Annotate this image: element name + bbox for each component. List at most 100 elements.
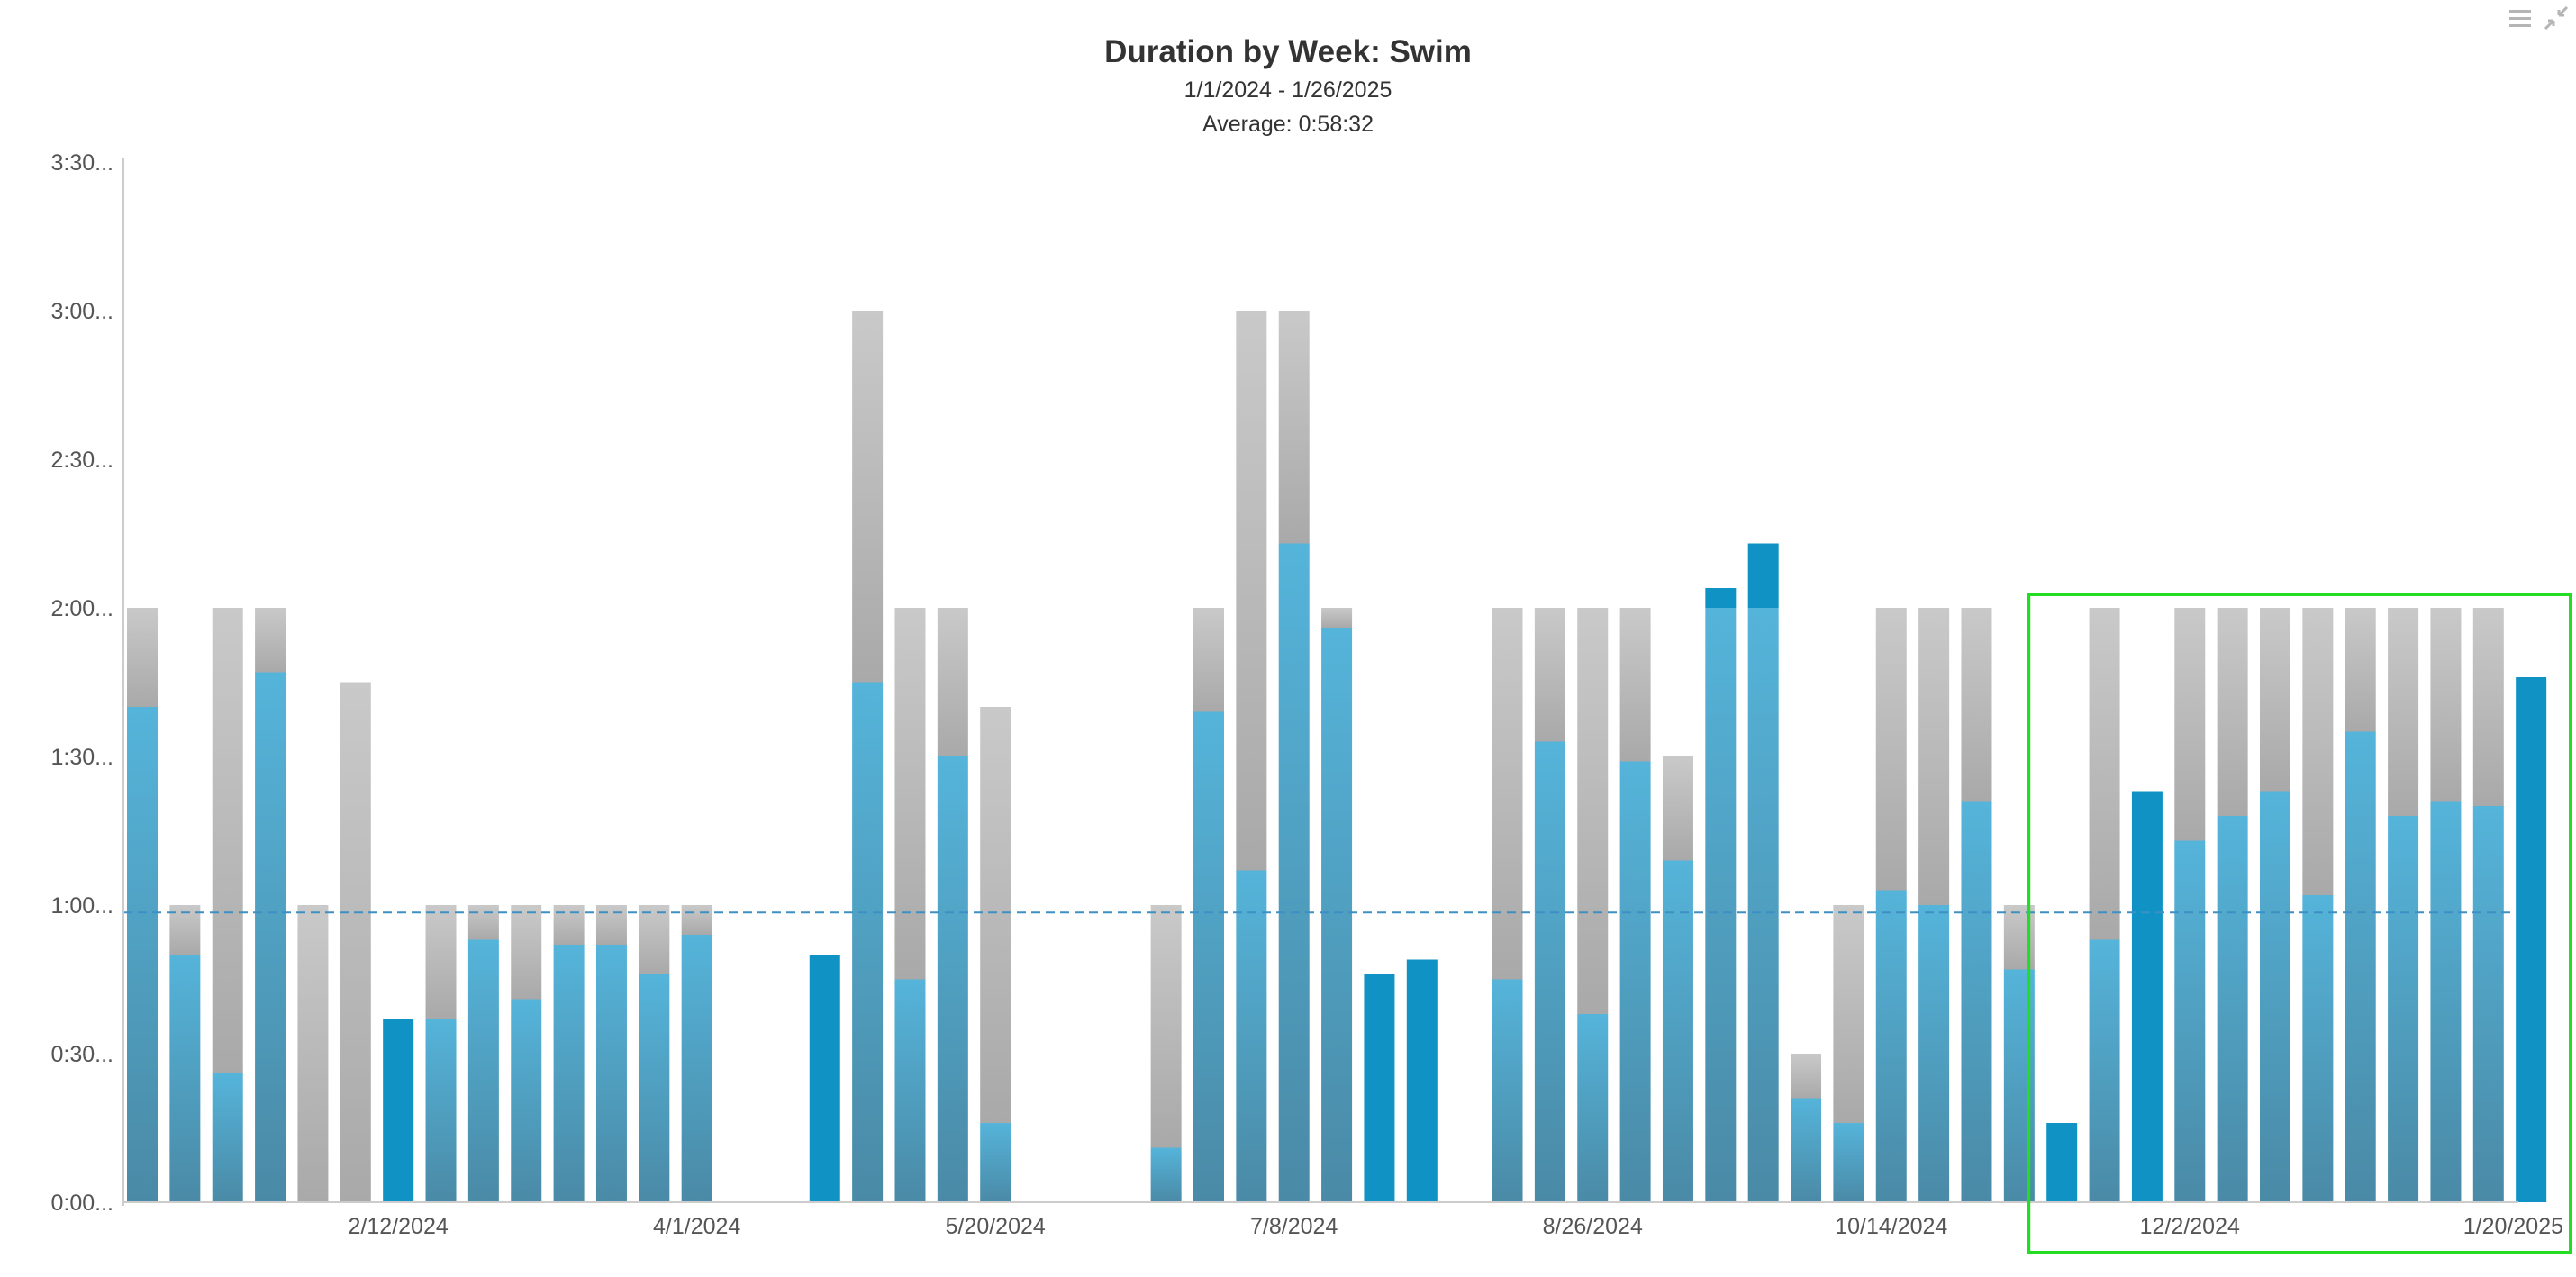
planned-bar-52: [2345, 608, 2376, 732]
actual-bar-55: [2472, 806, 2504, 1202]
planned-bar-25: [1193, 608, 1224, 712]
over-bar-38: [1747, 543, 1779, 608]
x-tick-label: 7/8/2024: [1250, 1214, 1338, 1239]
actual-bar-37: [1705, 608, 1737, 1202]
actual-bar-48: [2174, 840, 2206, 1202]
actual-bar-24: [1150, 1147, 1182, 1202]
actual-bar-18: [894, 979, 926, 1202]
actual-bar-52: [2345, 731, 2376, 1202]
y-tick-label: 3:00...: [51, 299, 114, 324]
planned-bar-18: [894, 608, 926, 980]
actual-bar-43: [1961, 801, 1992, 1202]
actual-bar-51: [2302, 895, 2334, 1202]
y-tick-label: 3:30...: [51, 150, 114, 176]
collapse-icon[interactable]: [2542, 4, 2571, 32]
actual-bar-13: [681, 935, 712, 1202]
x-tick-label: 2/12/2024: [349, 1214, 449, 1239]
actual-bar-33: [1534, 741, 1565, 1202]
bars: [127, 311, 2547, 1202]
planned-bar-55: [2472, 608, 2504, 806]
planned-bar-40: [1833, 905, 1864, 1123]
over-bar-56: [2516, 677, 2547, 1202]
chart-average: Average: 0:58:32: [1202, 112, 1374, 137]
actual-bar-27: [1278, 543, 1310, 1202]
actual-bar-38: [1747, 608, 1779, 1202]
over-bar-30: [1406, 959, 1438, 1202]
over-bar-6: [383, 1019, 414, 1202]
actual-bar-39: [1791, 1098, 1822, 1202]
x-tick-label: 1/20/2025: [2463, 1214, 2563, 1239]
y-tick-label: 2:00...: [51, 596, 114, 621]
actual-bar-12: [639, 974, 670, 1202]
actual-bar-1: [169, 955, 201, 1202]
y-tick-label: 0:00...: [51, 1191, 114, 1216]
planned-bar-3: [255, 608, 286, 673]
actual-bar-0: [127, 707, 158, 1202]
planned-bar-8: [467, 905, 499, 940]
planned-bar-32: [1492, 608, 1523, 980]
highlight-box: [2027, 593, 2572, 1254]
actual-bar-3: [255, 672, 286, 1202]
actual-bar-19: [937, 756, 968, 1202]
planned-bar-11: [595, 905, 627, 945]
over-bar-29: [1364, 974, 1395, 1202]
over-bar-16: [809, 955, 840, 1202]
x-tick-label: 4/1/2024: [653, 1214, 740, 1239]
x-tick-label: 12/2/2024: [2140, 1214, 2240, 1239]
planned-bar-33: [1534, 608, 1565, 742]
planned-bar-28: [1321, 608, 1353, 628]
planned-bar-19: [937, 608, 968, 756]
actual-bar-32: [1492, 979, 1523, 1202]
planned-bar-50: [2260, 608, 2290, 792]
actual-bar-34: [1577, 1014, 1609, 1202]
actual-bar-40: [1833, 1123, 1864, 1202]
chart-date-range: 1/1/2024 - 1/26/2025: [1184, 77, 1392, 103]
x-tick-label: 10/14/2024: [1835, 1214, 1947, 1239]
planned-bar-5: [340, 682, 371, 1202]
planned-bar-26: [1236, 311, 1267, 871]
actual-bar-36: [1662, 860, 1693, 1202]
over-bar-45: [2046, 1123, 2078, 1202]
planned-bar-49: [2217, 608, 2248, 816]
actual-bar-17: [852, 682, 884, 1202]
actual-bar-26: [1236, 870, 1267, 1202]
planned-bar-51: [2302, 608, 2334, 895]
planned-bar-41: [1875, 608, 1907, 891]
planned-bar-9: [511, 905, 542, 1000]
actual-bar-35: [1619, 761, 1651, 1202]
menu-icon[interactable]: [2506, 4, 2535, 32]
planned-bar-35: [1619, 608, 1651, 762]
actual-bar-46: [2089, 939, 2120, 1202]
planned-bar-20: [980, 707, 1011, 1123]
y-axis-ticks: 0:00... 0:30... 1:00... 1:30... 2:00... 2:30.…: [51, 150, 114, 1216]
y-tick-label: 2:30...: [51, 448, 114, 473]
actual-bar-41: [1875, 890, 1907, 1202]
chart-title: Duration by Week: Swim: [1104, 34, 1472, 69]
y-tick-label: 0:30...: [51, 1042, 114, 1067]
planned-bar-2: [212, 608, 243, 1073]
over-bar-37: [1705, 588, 1737, 608]
planned-bar-10: [553, 905, 585, 945]
actual-bar-50: [2260, 791, 2290, 1202]
x-tick-label: 8/26/2024: [1543, 1214, 1643, 1239]
actual-bar-28: [1321, 628, 1353, 1202]
planned-bar-39: [1791, 1054, 1822, 1099]
actual-bar-54: [2430, 801, 2462, 1202]
actual-bar-53: [2388, 816, 2419, 1202]
planned-bar-48: [2174, 608, 2206, 841]
actual-bar-10: [553, 945, 585, 1202]
actual-bar-42: [1918, 905, 1950, 1202]
planned-bar-42: [1918, 608, 1950, 905]
planned-bar-53: [2388, 608, 2419, 816]
planned-bar-36: [1662, 756, 1693, 861]
actual-bar-49: [2217, 816, 2248, 1202]
planned-bar-34: [1577, 608, 1609, 1014]
actual-bar-11: [595, 945, 627, 1202]
x-axis-ticks: 2/12/2024 4/1/2024 5/20/2024 7/8/2024 8/26/2…: [349, 1214, 2563, 1239]
planned-bar-46: [2089, 608, 2120, 940]
y-tick-label: 1:30...: [51, 745, 114, 770]
planned-bar-0: [127, 608, 158, 707]
planned-bar-12: [639, 905, 670, 974]
